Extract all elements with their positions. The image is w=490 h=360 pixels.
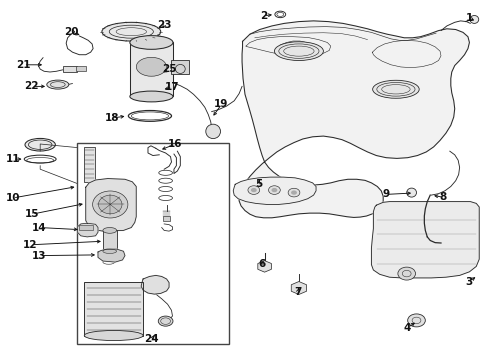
Ellipse shape (130, 36, 173, 49)
Polygon shape (371, 202, 479, 278)
Circle shape (291, 190, 297, 195)
Bar (63, 66, 77, 72)
Bar (84, 147, 95, 182)
Circle shape (408, 314, 425, 327)
Circle shape (271, 188, 277, 192)
Bar (84, 282, 143, 336)
Text: 2: 2 (260, 11, 267, 21)
Ellipse shape (136, 57, 167, 76)
Ellipse shape (274, 42, 323, 60)
Text: 7: 7 (294, 287, 302, 297)
Ellipse shape (25, 138, 55, 151)
Ellipse shape (98, 195, 122, 214)
Polygon shape (233, 177, 316, 204)
Ellipse shape (158, 316, 173, 326)
Text: 11: 11 (5, 154, 20, 164)
Text: 3: 3 (466, 276, 473, 287)
Text: 17: 17 (165, 82, 180, 92)
Text: 18: 18 (104, 113, 119, 123)
Bar (103, 230, 117, 251)
Polygon shape (98, 249, 125, 262)
Bar (77, 143, 229, 344)
Polygon shape (86, 179, 136, 231)
Text: 10: 10 (5, 193, 20, 203)
Bar (163, 216, 170, 221)
Polygon shape (77, 223, 98, 237)
Bar (76, 66, 86, 71)
Text: 25: 25 (162, 64, 176, 74)
Text: 22: 22 (24, 81, 39, 91)
Ellipse shape (206, 124, 220, 139)
Text: 23: 23 (157, 20, 172, 30)
Bar (79, 225, 93, 230)
Ellipse shape (372, 80, 419, 98)
Text: 9: 9 (383, 189, 390, 199)
Bar (130, 42, 173, 96)
Ellipse shape (84, 330, 143, 341)
Polygon shape (239, 21, 469, 218)
Bar (171, 60, 189, 74)
Text: 5: 5 (255, 179, 262, 189)
Text: 6: 6 (259, 258, 266, 269)
Text: 16: 16 (168, 139, 183, 149)
Circle shape (288, 188, 300, 197)
Text: 1: 1 (466, 13, 473, 23)
Text: 19: 19 (214, 99, 229, 109)
Circle shape (398, 267, 416, 280)
Ellipse shape (470, 15, 479, 23)
Ellipse shape (93, 191, 128, 218)
Ellipse shape (103, 228, 117, 233)
Text: 12: 12 (23, 240, 38, 250)
Circle shape (248, 186, 260, 194)
Ellipse shape (103, 249, 117, 253)
Ellipse shape (130, 91, 173, 102)
Text: 20: 20 (64, 27, 78, 37)
Text: 4: 4 (404, 323, 412, 333)
Text: 14: 14 (32, 222, 47, 233)
Polygon shape (141, 275, 169, 294)
Text: 13: 13 (32, 251, 47, 261)
Ellipse shape (102, 22, 161, 41)
Text: 24: 24 (145, 334, 159, 344)
Ellipse shape (407, 188, 416, 197)
Text: 21: 21 (16, 60, 31, 70)
Circle shape (251, 188, 257, 192)
Circle shape (269, 186, 280, 194)
Text: 8: 8 (440, 192, 447, 202)
Ellipse shape (47, 80, 69, 89)
Text: 15: 15 (24, 209, 39, 219)
